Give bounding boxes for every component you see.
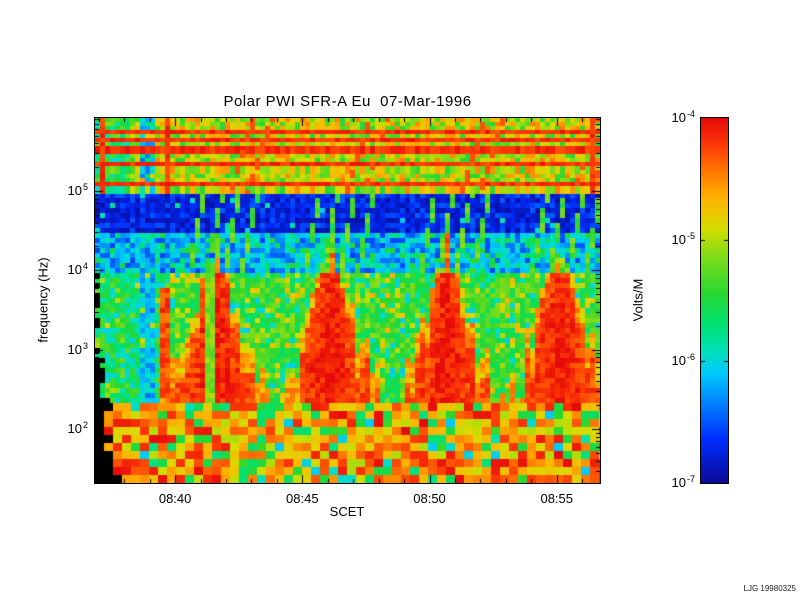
x-tick-label: 08:40 <box>158 491 192 506</box>
spectrogram-canvas <box>95 118 600 483</box>
y-tick-label: 105 <box>67 182 88 198</box>
colorbar <box>700 117 729 484</box>
chart-title: Polar PWI SFR-A Eu 07-Mar-1996 <box>223 93 472 110</box>
x-axis-label: SCET <box>329 504 365 519</box>
colorbar-tick-label: 10-5 <box>671 230 695 247</box>
plot-frame <box>94 117 601 484</box>
y-tick-label: 104 <box>67 261 88 278</box>
x-tick-label: 08:45 <box>286 491 319 506</box>
y-axis-label: frequency (Hz) <box>35 257 51 343</box>
colorbar-tick-label: 10-6 <box>671 352 695 369</box>
x-tick-label: 08:55 <box>540 491 574 506</box>
colorbar-tick-label: 10-4 <box>671 109 695 125</box>
credit-text: LJG 19980325 <box>743 584 797 593</box>
y-tick-label: 103 <box>67 340 88 357</box>
x-tick-label: 08:50 <box>413 491 446 506</box>
colorbar-label: Volts/M <box>630 278 646 322</box>
y-tick-label: 102 <box>67 420 88 437</box>
colorbar-tick-label: 10-7 <box>671 474 695 490</box>
